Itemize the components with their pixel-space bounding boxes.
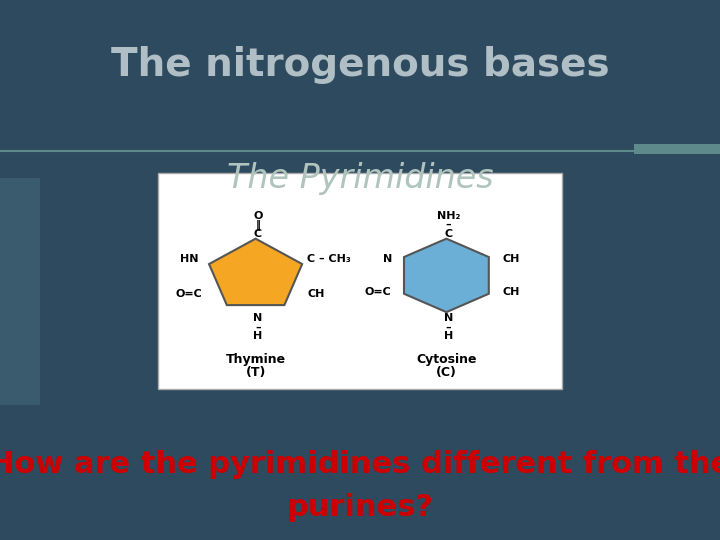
Text: (T): (T) <box>246 366 266 379</box>
Text: O=C: O=C <box>364 287 392 296</box>
Text: CH: CH <box>307 289 325 299</box>
Text: –: – <box>446 322 451 332</box>
Text: Cytosine: Cytosine <box>416 353 477 366</box>
Text: ‖: ‖ <box>256 220 260 231</box>
Text: N: N <box>383 254 392 264</box>
Text: CH: CH <box>503 254 520 264</box>
FancyBboxPatch shape <box>0 178 40 405</box>
Text: H: H <box>253 332 262 341</box>
Text: O=C: O=C <box>176 289 203 299</box>
Text: How are the pyrimidines different from the: How are the pyrimidines different from t… <box>0 450 720 479</box>
Text: N: N <box>444 313 453 322</box>
Text: C: C <box>253 229 262 239</box>
Text: The nitrogenous bases: The nitrogenous bases <box>111 46 609 84</box>
Text: NH₂: NH₂ <box>437 211 460 221</box>
Text: Thymine: Thymine <box>225 353 286 366</box>
Text: The Pyrimidines: The Pyrimidines <box>227 161 493 195</box>
Text: O: O <box>253 211 263 221</box>
Text: purines?: purines? <box>287 493 433 522</box>
Text: HN: HN <box>180 254 199 264</box>
Text: H: H <box>444 332 453 341</box>
Polygon shape <box>209 239 302 305</box>
Text: N: N <box>253 313 262 322</box>
FancyBboxPatch shape <box>634 144 720 154</box>
Polygon shape <box>404 239 489 312</box>
FancyBboxPatch shape <box>158 173 562 389</box>
Text: C – CH₃: C – CH₃ <box>307 254 351 264</box>
Text: –: – <box>446 220 451 230</box>
Text: CH: CH <box>503 287 520 296</box>
Text: C: C <box>444 229 453 239</box>
Text: –: – <box>255 322 261 332</box>
Text: (C): (C) <box>436 366 456 379</box>
